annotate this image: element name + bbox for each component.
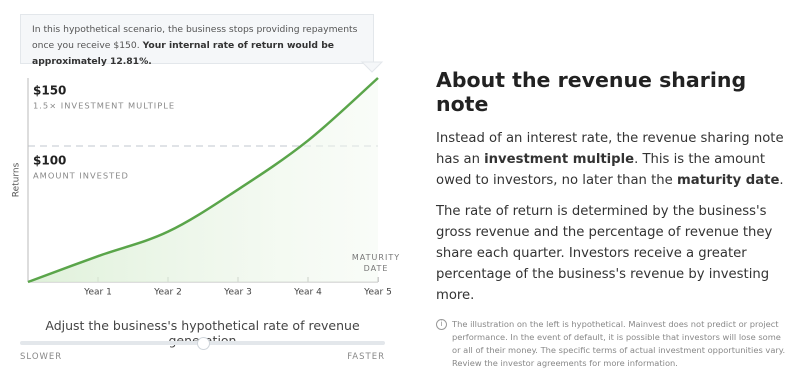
text: In this hypothetical scenario, the busin… bbox=[32, 24, 358, 51]
y-axis-label: Returns bbox=[12, 162, 22, 197]
article: About the revenue sharing note Instead o… bbox=[436, 68, 792, 370]
x-tick-label: Year 4 bbox=[293, 288, 322, 298]
slider-min-label: SLOWER bbox=[20, 352, 63, 362]
heading: About the revenue sharing note bbox=[436, 68, 747, 116]
tooltip-arrow bbox=[360, 61, 384, 73]
annotation-note: AMOUNT INVESTED bbox=[33, 171, 129, 181]
annotation-label: $150 bbox=[33, 84, 66, 98]
annotation-label: $100 bbox=[33, 154, 66, 168]
scenario-tooltip: In this hypothetical scenario, the busin… bbox=[20, 14, 374, 67]
bold-text: Your internal rate of return would be ap… bbox=[32, 40, 335, 67]
maturity-label: MATURITY DATE bbox=[351, 253, 401, 273]
area bbox=[28, 78, 378, 282]
paragraph: The rate of return is determined by the … bbox=[436, 201, 792, 306]
text: The rate of return is determined by the … bbox=[436, 204, 773, 303]
x-tick-label: Year 5 bbox=[363, 288, 392, 298]
info-icon: i bbox=[436, 319, 447, 330]
text: . This is the amount owed to investors, … bbox=[436, 152, 766, 188]
x-tick-label: Year 3 bbox=[223, 288, 252, 298]
x-tick-label: Year 2 bbox=[153, 288, 182, 298]
annotation-note: 1.5× INVESTMENT MULTIPLE bbox=[33, 101, 175, 111]
text: Instead of an interest rate, the revenue… bbox=[436, 131, 784, 167]
paragraph: Instead of an interest rate, the revenue… bbox=[436, 128, 792, 191]
chart: Returns $150 1.5× INVESTMENT MULTIPLE $100… bbox=[12, 61, 392, 298]
x-tick-label: Year 1 bbox=[83, 288, 112, 298]
text: . bbox=[779, 173, 784, 188]
line bbox=[27, 77, 379, 284]
bold-text: maturity date bbox=[676, 173, 780, 188]
bold-text: investment multiple bbox=[484, 152, 635, 167]
slider-knob[interactable] bbox=[197, 337, 210, 350]
disclaimer-text: The illustration on the left is hypothet… bbox=[452, 319, 786, 368]
disclaimer: i The illustration on the left is hypoth… bbox=[436, 318, 792, 370]
slider-max-label: FASTER bbox=[347, 352, 385, 362]
